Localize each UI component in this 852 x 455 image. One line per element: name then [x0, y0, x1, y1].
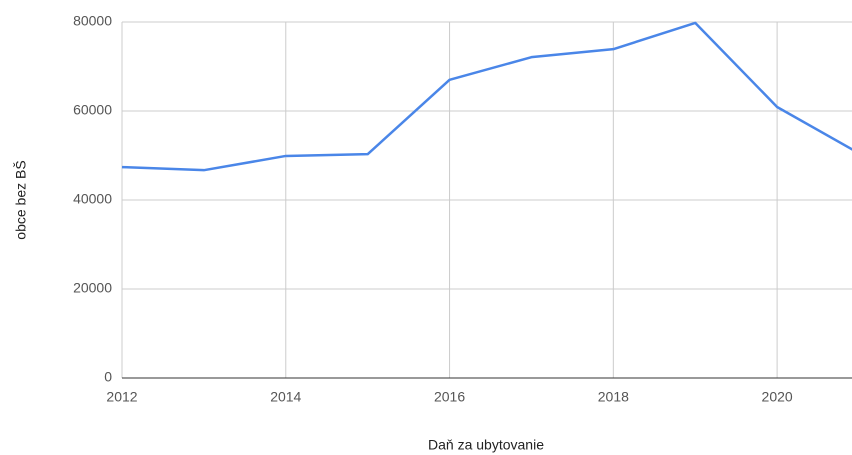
y-tick-label: 20000 — [73, 280, 112, 296]
x-tick-label: 2020 — [762, 389, 793, 405]
x-tick-label: 2014 — [270, 389, 301, 405]
y-tick-label: 80000 — [73, 13, 112, 29]
y-tick-label: 0 — [104, 369, 112, 385]
y-tick-label: 60000 — [73, 102, 112, 118]
x-tick-label: 2012 — [106, 389, 137, 405]
y-tick-label: 40000 — [73, 191, 112, 207]
y-axis-title: obce bez BŠ — [13, 160, 29, 239]
data-line — [121, 21, 852, 172]
x-tick-label: 2016 — [434, 389, 465, 405]
x-axis-title: Daň za ubytovanie — [428, 437, 544, 453]
x-tick-label: 2018 — [598, 389, 629, 405]
